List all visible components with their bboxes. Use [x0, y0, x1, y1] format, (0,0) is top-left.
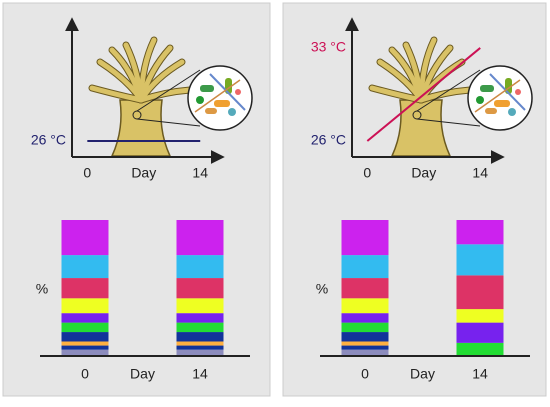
bar-segment	[176, 341, 224, 346]
bar-segment	[61, 332, 109, 342]
bar-segment	[176, 345, 224, 350]
x-axis-label: Day	[130, 366, 155, 382]
bar-segment	[61, 278, 109, 299]
bar-segment	[176, 349, 224, 355]
bar-segment	[341, 332, 389, 342]
bar-segment	[176, 322, 224, 333]
x-tick-label: 0	[83, 165, 91, 181]
y-tick-label: 26 °C	[311, 132, 346, 148]
y-axis-label: %	[36, 281, 48, 297]
bar-segment	[341, 298, 389, 314]
bar-segment	[61, 313, 109, 323]
bar-segment	[176, 220, 224, 256]
x-axis-label: Day	[411, 165, 436, 181]
bar-segment	[61, 349, 109, 355]
bar-segment	[176, 313, 224, 323]
y-tick-label: 26 °C	[31, 132, 66, 148]
x-axis-label: Day	[131, 165, 156, 181]
bar-segment	[61, 255, 109, 279]
bar-segment	[341, 345, 389, 350]
x-tick-label: 14	[192, 165, 208, 181]
bar-segment	[61, 322, 109, 333]
bar-segment	[456, 342, 504, 355]
bar-segment	[341, 322, 389, 333]
bar-segment	[456, 220, 504, 245]
x-tick-label: 14	[472, 366, 488, 382]
bar-segment	[61, 298, 109, 314]
bar-segment	[341, 313, 389, 323]
x-axis-label: Day	[410, 366, 435, 382]
bar-segment	[176, 298, 224, 314]
y-tick-label: 33 °C	[311, 39, 346, 55]
bar-segment	[456, 309, 504, 323]
x-tick-label: 0	[361, 366, 369, 382]
bar-segment	[341, 255, 389, 279]
x-tick-label: 0	[363, 165, 371, 181]
bar-segment	[341, 341, 389, 346]
x-tick-label: 14	[472, 165, 488, 181]
bar-segment	[61, 341, 109, 346]
bar-segment	[341, 220, 389, 256]
bar-segment	[341, 278, 389, 299]
bar-segment	[61, 220, 109, 256]
bar-segment	[456, 244, 504, 276]
bar-segment	[61, 345, 109, 350]
temperature-line	[366, 47, 481, 142]
y-axis-label: %	[316, 281, 328, 297]
x-tick-label: 0	[81, 366, 89, 382]
bar-segment	[176, 278, 224, 299]
bar-segment	[176, 255, 224, 279]
bar-segment	[341, 349, 389, 355]
bar-segment	[456, 322, 504, 343]
bar-segment	[176, 332, 224, 342]
x-tick-label: 14	[192, 366, 208, 382]
bar-segment	[456, 275, 504, 310]
